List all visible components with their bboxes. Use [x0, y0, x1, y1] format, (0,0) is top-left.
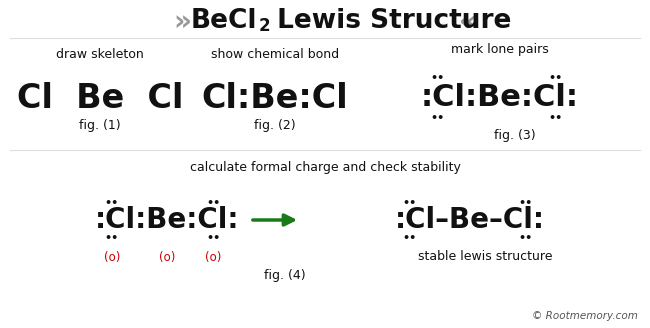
Text: ••: •• — [206, 198, 220, 208]
Text: fig. (3): fig. (3) — [494, 129, 536, 141]
Text: BeCl: BeCl — [190, 8, 257, 34]
Text: fig. (4): fig. (4) — [264, 269, 306, 281]
Text: fig. (1): fig. (1) — [79, 119, 121, 133]
Text: fig. (2): fig. (2) — [254, 119, 296, 133]
Text: (o): (o) — [104, 251, 120, 263]
Text: ••: •• — [105, 233, 119, 243]
Text: ••: •• — [518, 198, 532, 208]
Text: ••: •• — [105, 198, 119, 208]
Text: ••: •• — [431, 113, 445, 123]
Text: :Cl–Be–Cl:: :Cl–Be–Cl: — [395, 206, 545, 234]
Text: draw skeleton: draw skeleton — [56, 48, 144, 60]
Text: show chemical bond: show chemical bond — [211, 48, 339, 60]
Text: stable lewis structure: stable lewis structure — [418, 251, 552, 263]
Text: ••: •• — [431, 73, 445, 83]
Text: Lewis Structure: Lewis Structure — [268, 8, 512, 34]
Text: (o): (o) — [159, 251, 176, 263]
Text: :Cl:Be:Cl:: :Cl:Be:Cl: — [421, 84, 579, 113]
Text: ••: •• — [206, 233, 220, 243]
Text: ••: •• — [518, 233, 532, 243]
Text: Cl:Be:Cl: Cl:Be:Cl — [202, 81, 348, 114]
Text: »: » — [173, 8, 191, 36]
Text: «: « — [459, 8, 477, 36]
Text: mark lone pairs: mark lone pairs — [451, 44, 549, 56]
Text: (o): (o) — [205, 251, 221, 263]
Text: ••: •• — [403, 233, 417, 243]
Text: © Rootmemory.com: © Rootmemory.com — [532, 311, 638, 321]
Text: ••: •• — [403, 198, 417, 208]
Text: ••: •• — [549, 113, 563, 123]
Text: :Cl:Be:Cl:: :Cl:Be:Cl: — [95, 206, 239, 234]
Text: Cl  Be  Cl: Cl Be Cl — [17, 81, 183, 114]
Text: 2: 2 — [259, 17, 270, 35]
Text: calculate formal charge and check stability: calculate formal charge and check stabil… — [190, 161, 460, 174]
Text: ••: •• — [549, 73, 563, 83]
